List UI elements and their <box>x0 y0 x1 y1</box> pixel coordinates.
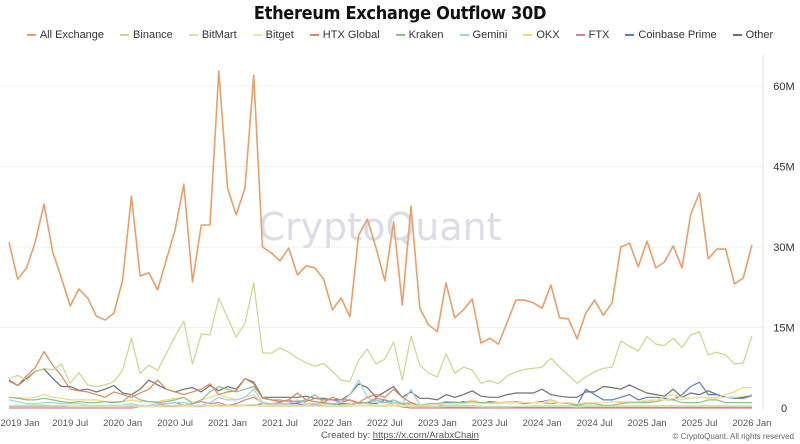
legend-swatch <box>188 34 198 36</box>
legend-item[interactable]: OKX <box>523 29 560 41</box>
legend-swatch <box>575 34 585 36</box>
legend-swatch <box>395 34 405 36</box>
x-tick-label: 2024 Jul <box>577 418 613 429</box>
legend-item[interactable]: Binance <box>120 29 173 41</box>
x-tick-label: 2021 Jan <box>208 418 247 429</box>
y-tick-label: 45M <box>773 161 794 173</box>
legend-item[interactable]: All Exchange <box>26 29 105 41</box>
x-tick-label: 2019 Jan <box>0 418 39 429</box>
y-tick-label: 15M <box>773 322 794 334</box>
footer: Created by: https://x.com/ArabxChain <box>0 430 800 441</box>
series-line-kraken <box>8 385 752 406</box>
created-by-label: Created by: <box>321 430 373 441</box>
watermark: CryptoQuant <box>258 205 501 249</box>
legend-label: Binance <box>133 29 173 41</box>
legend-item[interactable]: Gemini <box>459 29 508 41</box>
legend-item[interactable]: Bitget <box>252 29 294 41</box>
legend-label: HTX Global <box>322 29 380 41</box>
x-tick-label: 2023 Jan <box>418 418 457 429</box>
x-tick-label: 2020 Jul <box>157 418 193 429</box>
x-axis-ticks: 2019 Jan 2019 Jul 2020 Jan 2020 Jul 2021 Jan… <box>0 418 771 429</box>
legend-swatch <box>26 34 36 36</box>
legend-swatch <box>309 34 319 36</box>
series-line-other <box>8 368 753 401</box>
legend-swatch <box>459 34 469 36</box>
y-axis-ticks: 0 15M 30M 45M 60M <box>773 81 794 415</box>
x-tick-label: 2025 Jan <box>627 418 666 429</box>
y-tick-label: 0 <box>781 403 787 415</box>
legend-swatch <box>625 34 635 36</box>
y-tick-label: 60M <box>773 81 794 93</box>
gridlines <box>0 85 763 328</box>
created-by-link[interactable]: https://x.com/ArabxChain <box>372 430 479 441</box>
legend-label: Kraken <box>408 29 444 41</box>
y-tick-label: 30M <box>773 242 794 254</box>
legend-swatch <box>252 34 262 36</box>
series-line-bitmart <box>9 403 752 408</box>
x-tick-label: 2024 Jan <box>523 418 562 429</box>
x-tick-label: 2025 Jul <box>681 418 717 429</box>
legend-item[interactable]: BitMart <box>188 29 237 41</box>
legend-item[interactable]: Kraken <box>395 29 444 41</box>
legend-label: FTX <box>588 29 610 41</box>
x-tick-label: 2022 Jul <box>367 418 403 429</box>
series-line-all-exchange <box>8 70 753 345</box>
legend-label: Other <box>745 29 774 41</box>
legend-swatch <box>732 34 742 36</box>
legend-label: All Exchange <box>39 29 105 41</box>
legend-item[interactable]: HTX Global <box>309 29 380 41</box>
series-line-bitget <box>9 394 753 408</box>
series-lines <box>8 70 753 409</box>
copyright: © CryptoQuant. All rights reserved <box>672 432 795 441</box>
legend-label: BitMart <box>201 29 237 41</box>
chart-title: Ethereum Exchange Outflow 30D <box>253 3 547 24</box>
legend-item[interactable]: Other <box>732 29 774 41</box>
x-tick-label: 2019 Jul <box>52 418 88 429</box>
legend: All Exchange Binance BitMart Bitget HTX Glob… <box>0 29 800 41</box>
x-tick-label: 2021 Jul <box>262 418 298 429</box>
x-tick-label: 2022 Jan <box>313 418 352 429</box>
legend-label: Gemini <box>472 29 508 41</box>
x-tick-label: 2026 Jan <box>732 418 771 429</box>
legend-item[interactable]: FTX <box>575 29 610 41</box>
legend-label: Coinbase Prime <box>638 29 717 41</box>
series-line-binance <box>8 282 753 388</box>
x-tick-label: 2020 Jan <box>103 418 142 429</box>
legend-label: OKX <box>536 29 560 41</box>
legend-label: Bitget <box>265 29 294 41</box>
x-tick-label: 2023 Jul <box>472 418 508 429</box>
legend-item[interactable]: Coinbase Prime <box>625 29 717 41</box>
legend-swatch <box>523 34 533 36</box>
series-line-htx-global <box>8 351 752 409</box>
legend-swatch <box>120 34 130 36</box>
